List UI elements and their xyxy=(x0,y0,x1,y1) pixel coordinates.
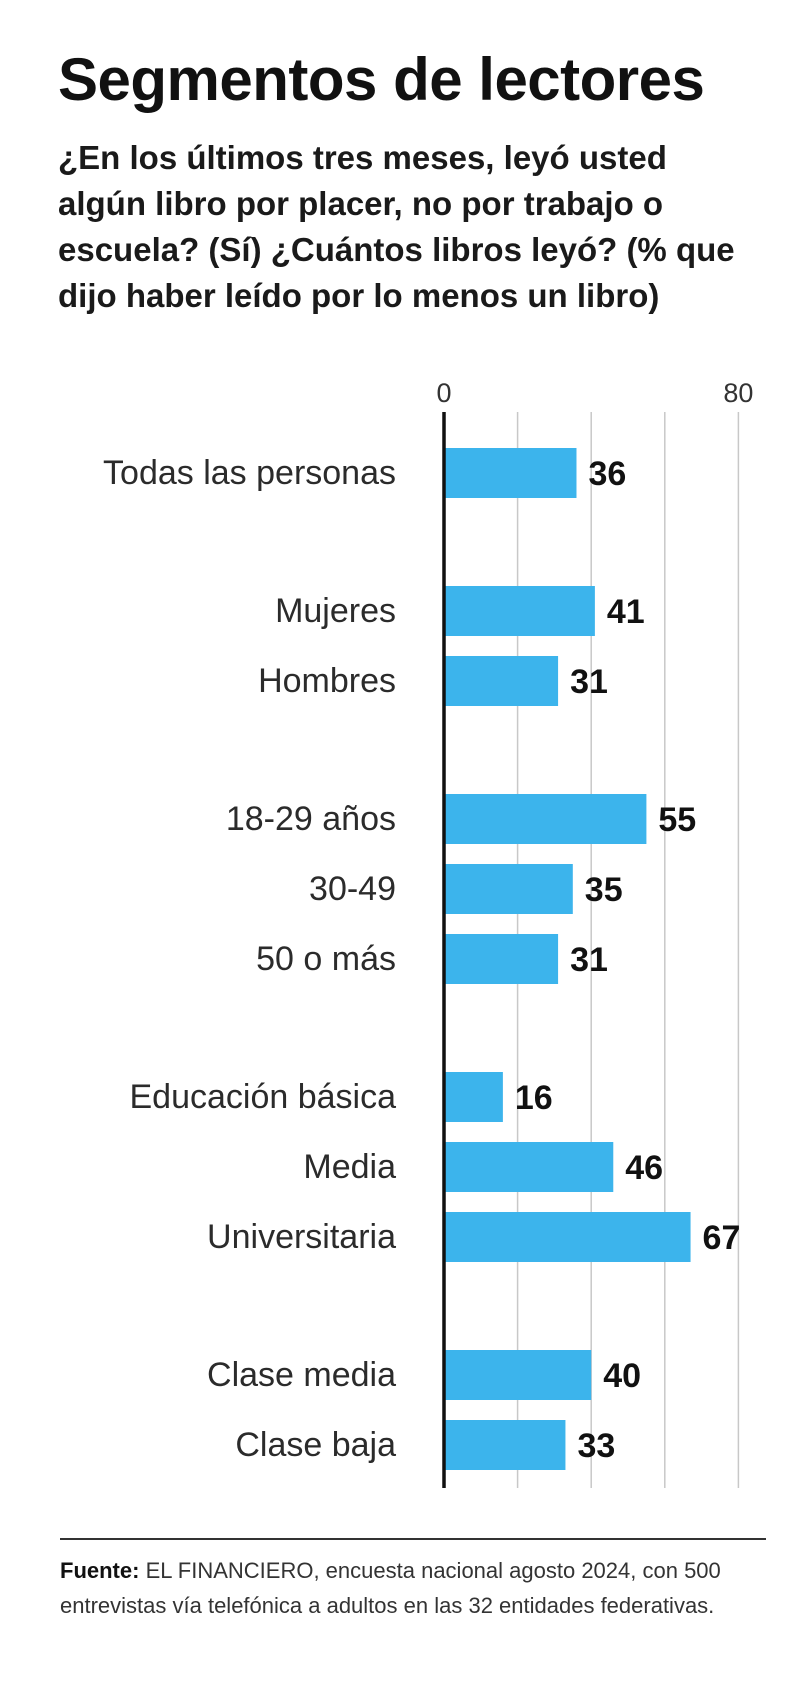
bar-chart: 0 80 Todas las personas 36 Mujeres 41 Hombres 3… xyxy=(103,380,753,1488)
bar xyxy=(444,656,559,706)
source-text: EL FINANCIERO, encuesta nacional agosto … xyxy=(60,1558,721,1618)
footer-divider xyxy=(60,1538,766,1540)
bar-value-label: 16 xyxy=(515,1079,553,1117)
bar-value-label: 67 xyxy=(703,1219,741,1257)
source-label: Fuente: xyxy=(60,1558,140,1583)
bar xyxy=(444,794,647,844)
bar xyxy=(444,864,573,914)
category-label: Hombres xyxy=(258,662,396,700)
bar xyxy=(444,1212,691,1262)
category-label: Educación básica xyxy=(129,1078,396,1116)
bar xyxy=(444,1142,614,1192)
category-label: Clase baja xyxy=(235,1426,396,1464)
bar-value-label: 46 xyxy=(625,1149,663,1187)
bar-value-label: 40 xyxy=(603,1357,641,1395)
x-tick-label: 0 xyxy=(436,380,451,408)
category-label: 30-49 xyxy=(309,870,396,908)
bar-value-label: 31 xyxy=(570,663,608,701)
bar-value-label: 31 xyxy=(570,941,608,979)
source-note: Fuente: EL FINANCIERO, encuesta nacional… xyxy=(60,1553,760,1623)
bar xyxy=(444,1350,592,1400)
bar-value-label: 41 xyxy=(607,593,645,631)
x-tick-label: 80 xyxy=(723,380,753,408)
chart-title: Segmentos de lectores xyxy=(58,46,705,113)
bar-value-label: 35 xyxy=(585,871,623,909)
bar xyxy=(444,1420,566,1470)
bar xyxy=(444,934,559,984)
category-label: 50 o más xyxy=(256,940,396,978)
category-label: Media xyxy=(303,1148,396,1186)
chart-subtitle: ¿En los últimos tres meses, leyó usted a… xyxy=(58,139,735,314)
bar xyxy=(444,448,577,498)
category-label: Universitaria xyxy=(207,1218,396,1256)
bar-value-label: 36 xyxy=(588,455,626,493)
bar-value-label: 55 xyxy=(658,801,696,839)
bar xyxy=(444,1072,503,1122)
category-label: 18-29 años xyxy=(226,800,396,838)
category-label: Todas las personas xyxy=(103,454,396,492)
bar-value-label: 33 xyxy=(577,1427,615,1465)
category-label: Clase media xyxy=(207,1356,396,1394)
category-label: Mujeres xyxy=(275,592,396,630)
bar xyxy=(444,586,595,636)
